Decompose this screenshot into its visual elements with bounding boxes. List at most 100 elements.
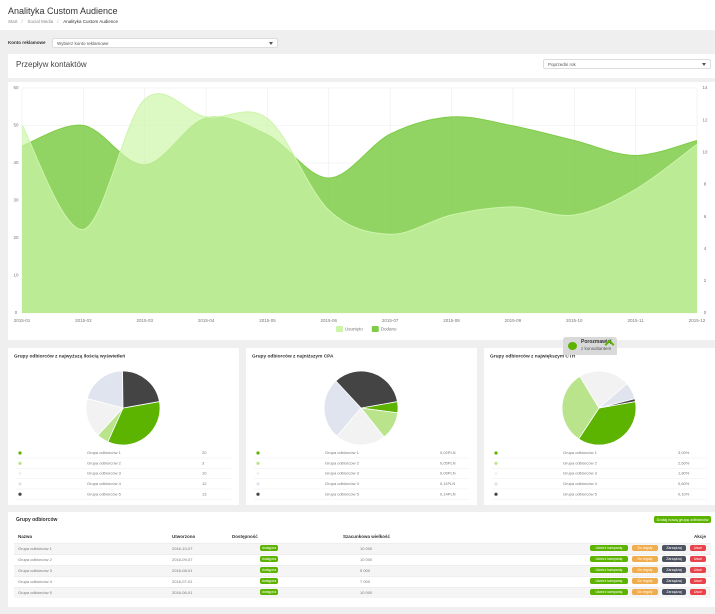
table-cell: 10 000: [360, 590, 373, 595]
legend-label: Grupa odbiorców 3: [325, 471, 360, 476]
pie-panel: Grupy odbiorców z najniższym CPA Grupa od…: [246, 348, 477, 505]
y-tick-label: 40: [13, 160, 19, 165]
action-button[interactable]: Zarządzaj: [662, 589, 686, 595]
y-tick-label: 20: [13, 235, 19, 240]
pie-slice: [579, 370, 628, 409]
legend-value: 0,14PLN: [440, 491, 456, 496]
area: [22, 93, 697, 313]
action-button[interactable]: Do reguły: [632, 567, 658, 573]
y2-tick-label: 12: [702, 117, 708, 122]
legend-value: 2,60%: [678, 460, 690, 465]
x-tick-label: 2015-06: [321, 318, 338, 323]
legend-bullet: [494, 451, 498, 455]
availability-badge: dostępna: [260, 578, 278, 584]
table-cell: Grupa odbiorców 3: [18, 568, 52, 573]
legend-value: 1,80%: [678, 471, 690, 476]
pie-slice: [86, 370, 124, 409]
pie-chart: Grupy odbiorców z najwyższą ilością wyśw…: [14, 353, 231, 500]
table-cell: Grupa odbiorców 1: [18, 546, 52, 551]
availability-badge: dostępna: [260, 589, 278, 595]
action-button[interactable]: Utwórz kampanię: [590, 589, 628, 595]
pie-slice: [122, 370, 160, 409]
action-button[interactable]: Usuń: [690, 578, 706, 584]
table-cell: Grupa odbiorców 2: [18, 557, 52, 562]
legend-label: Grupa odbiorców 4: [563, 481, 598, 486]
pie-panel: Grupy odbiorców z najwyższą ilością wyśw…: [8, 348, 239, 505]
chat-widget[interactable]: Porozmawiaj z konsultantem: [563, 337, 617, 355]
period-value: Poprzedni rok: [548, 62, 576, 67]
breadcrumb-item[interactable]: Social Media: [27, 19, 54, 24]
y2-tick-label: 4: [704, 246, 707, 251]
y2-tick-label: 6: [704, 214, 707, 219]
legend-value: 12: [202, 481, 207, 486]
legend-bullet: [256, 472, 260, 476]
legend-label: Grupa odbiorców 5: [87, 491, 122, 496]
action-button[interactable]: Utwórz kampanię: [590, 578, 628, 584]
account-row: Konto reklamowe Wybierz konto reklamowe: [0, 35, 715, 51]
legend-swatch: [371, 326, 379, 332]
legend-value: 13: [202, 491, 207, 496]
availability-badge: dostępna: [260, 567, 278, 573]
add-group-button[interactable]: Dodaj nową grupę odbiorców: [654, 516, 711, 523]
action-button[interactable]: Usuń: [690, 556, 706, 562]
action-button[interactable]: Usuń: [690, 589, 706, 595]
action-button[interactable]: Zarządzaj: [662, 567, 686, 573]
legend-bullet: [494, 492, 498, 496]
action-button[interactable]: Do reguły: [632, 545, 658, 551]
account-label: Konto reklamowe: [8, 40, 46, 45]
table-cell: 2016-10-07: [172, 546, 193, 551]
breadcrumb-separator: /: [21, 19, 23, 24]
pie-slice: [578, 401, 637, 446]
y-tick-label: 60: [13, 85, 19, 90]
action-button[interactable]: Do reguły: [632, 578, 658, 584]
pie-slice: [107, 401, 161, 446]
y2-tick-label: 2: [704, 278, 707, 283]
y2-tick-label: 10: [702, 149, 708, 154]
legend-label: Grupa odbiorców 2: [325, 460, 360, 465]
action-button[interactable]: Zarządzaj: [662, 556, 686, 562]
chart-panel: 0 10 20 30 40 50 60 0 2 4 6 8 10 12 14 2015-01 2015-02 20…: [8, 82, 715, 340]
legend-label: Grupa odbiorców 3: [87, 471, 122, 476]
legend-value: 0,05PLN: [440, 460, 456, 465]
legend-value: 3,00%: [678, 450, 690, 455]
action-button[interactable]: Zarządzaj: [662, 578, 686, 584]
action-button[interactable]: Do reguły: [632, 556, 658, 562]
pie-slice: [336, 407, 385, 446]
action-button[interactable]: Do reguły: [632, 589, 658, 595]
table-cell: 2016-09-07: [172, 557, 193, 562]
action-button[interactable]: Usuń: [690, 545, 706, 551]
account-select[interactable]: Wybierz konto reklamowe: [52, 38, 278, 48]
legend-bullet: [18, 492, 22, 496]
groups-title: Grupy odbiorców: [16, 517, 58, 523]
caret: [269, 42, 273, 45]
action-button[interactable]: Utwórz kampanię: [590, 556, 628, 562]
table-cell: 2016-06-01: [172, 590, 193, 595]
breadcrumb-item[interactable]: Start: [8, 19, 18, 24]
x-tick-label: 2015-02: [75, 318, 92, 323]
legend-label: Grupa odbiorców 2: [563, 460, 598, 465]
pie-panel: Grupy odbiorców z największym CTR Grupa o…: [484, 348, 715, 505]
legend-value: 3: [202, 460, 205, 465]
table-cell: 2016-07-01: [172, 579, 193, 584]
legend-label: Grupa odbiorców 1: [325, 450, 360, 455]
page-title: Analityka Custom Audience: [8, 6, 118, 16]
action-button[interactable]: Utwórz kampanię: [590, 545, 628, 551]
action-button[interactable]: Zarządzaj: [662, 545, 686, 551]
table-row: [14, 576, 711, 587]
action-button[interactable]: Usuń: [690, 567, 706, 573]
action-button[interactable]: Utwórz kampanię: [590, 567, 628, 573]
period-select[interactable]: Poprzedni rok: [543, 59, 711, 69]
page-header: Analityka Custom Audience Start / Social M…: [0, 0, 715, 30]
pie-slice: [335, 370, 398, 409]
chat-title: Porozmawiaj: [581, 339, 612, 345]
pie-slice: [561, 375, 600, 440]
y-tick-label: 30: [13, 198, 19, 203]
legend-value: 0,02PLN: [440, 450, 456, 455]
table-cell: Grupa odbiorców 5: [18, 590, 52, 595]
pie-title: Grupy odbiorców z najwyższą ilością wyśw…: [14, 353, 125, 359]
legend-value: 0,11PLN: [440, 481, 455, 486]
table-row: [14, 554, 711, 565]
legend-bullet: [256, 451, 260, 455]
flow-title: Przepływ kontaktów: [16, 60, 87, 69]
